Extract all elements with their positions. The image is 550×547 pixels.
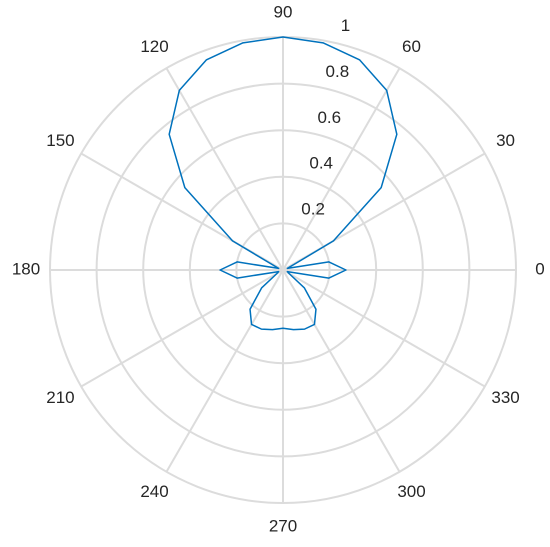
grid-spoke: [282, 269, 401, 473]
grid-spoke: [165, 269, 284, 473]
r-tick-label: 0.6: [317, 108, 341, 127]
grid-spoke: [80, 269, 284, 388]
r-tick-label: 0.2: [301, 200, 325, 219]
theta-tick-label: 150: [46, 131, 74, 150]
theta-tick-label: 120: [140, 37, 168, 56]
grid-ring: [95, 82, 471, 458]
theta-tick-label: 30: [496, 131, 515, 150]
grid-ring: [235, 222, 331, 318]
theta-tick-label: 90: [274, 2, 293, 21]
theta-tick-label: 210: [46, 388, 74, 407]
grid-spoke: [165, 67, 284, 271]
theta-tick-label: 240: [140, 482, 168, 501]
grid-ring: [142, 129, 424, 411]
grid-spoke: [282, 269, 486, 388]
r-tick-label: 0.4: [309, 154, 333, 173]
theta-tick-label: 300: [397, 482, 425, 501]
theta-tick-label: 180: [12, 259, 40, 278]
theta-tick-label: 60: [402, 37, 421, 56]
theta-tick-label: 270: [269, 516, 297, 535]
data-line: [168, 36, 398, 331]
grid-ring: [188, 175, 378, 365]
grid-spoke: [282, 67, 401, 271]
r-tick-label: 1: [341, 16, 350, 35]
r-tick-label: 0.8: [326, 62, 350, 81]
theta-tick-label: 0: [535, 259, 544, 278]
theta-tick-label: 330: [491, 388, 519, 407]
